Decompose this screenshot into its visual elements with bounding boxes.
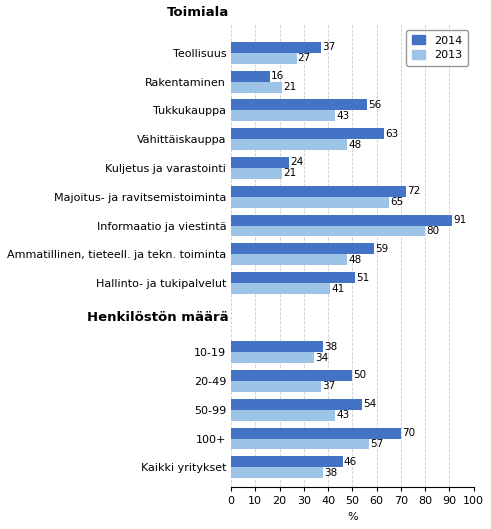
Text: 70: 70 (402, 428, 415, 438)
X-axis label: %: % (347, 512, 357, 522)
Text: 37: 37 (322, 42, 335, 52)
Bar (231, 139, 348, 150)
Bar (231, 168, 282, 179)
Text: 41: 41 (332, 284, 345, 294)
Text: 43: 43 (336, 111, 350, 121)
Text: 48: 48 (349, 255, 362, 265)
Text: 16: 16 (271, 71, 284, 81)
Bar (231, 42, 321, 53)
Text: 72: 72 (407, 186, 420, 196)
Text: 54: 54 (363, 399, 377, 409)
Bar (231, 399, 362, 410)
Bar (231, 197, 389, 208)
Bar (231, 157, 289, 168)
Bar (231, 81, 282, 93)
Text: 63: 63 (385, 129, 398, 139)
Text: 56: 56 (368, 100, 382, 110)
Text: 65: 65 (390, 197, 403, 207)
Bar (231, 457, 343, 467)
Bar (231, 381, 321, 392)
Bar (231, 254, 348, 265)
Bar (231, 467, 323, 478)
Text: 38: 38 (325, 468, 338, 478)
Bar (231, 128, 384, 139)
Text: 21: 21 (283, 168, 297, 178)
Bar (231, 99, 367, 111)
Text: 24: 24 (291, 158, 304, 168)
Text: 43: 43 (336, 410, 350, 420)
Bar (231, 53, 297, 63)
Text: 27: 27 (298, 53, 311, 63)
Text: Toimiala: Toimiala (166, 6, 229, 20)
Bar (231, 427, 401, 439)
Bar (231, 243, 374, 254)
Text: 34: 34 (315, 353, 328, 363)
Bar (231, 215, 452, 225)
Text: 51: 51 (356, 272, 369, 282)
Text: 37: 37 (322, 381, 335, 391)
Text: 57: 57 (371, 439, 384, 449)
Bar (231, 186, 406, 197)
Legend: 2014, 2013: 2014, 2013 (407, 30, 468, 66)
Text: 50: 50 (354, 370, 367, 380)
Text: 59: 59 (375, 244, 388, 254)
Text: 38: 38 (325, 342, 338, 352)
Text: Henkilöstön määrä: Henkilöstön määrä (87, 311, 229, 324)
Bar (231, 352, 314, 363)
Text: 21: 21 (283, 82, 297, 92)
Text: 46: 46 (344, 457, 357, 467)
Bar (231, 272, 355, 283)
Bar (231, 71, 270, 81)
Bar (231, 439, 369, 450)
Bar (231, 225, 425, 236)
Text: 80: 80 (426, 226, 439, 236)
Bar (231, 410, 335, 421)
Bar (231, 283, 330, 294)
Bar (231, 111, 335, 121)
Bar (231, 370, 353, 381)
Bar (231, 341, 323, 352)
Text: 91: 91 (453, 215, 466, 225)
Text: 48: 48 (349, 140, 362, 150)
